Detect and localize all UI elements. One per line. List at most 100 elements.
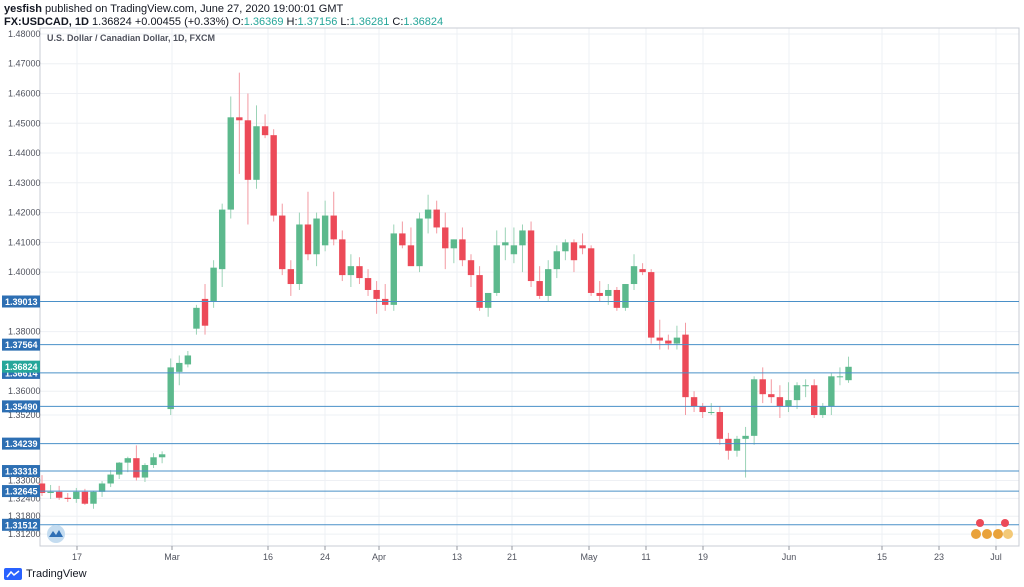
candle: [587, 245, 595, 296]
candle-body: [193, 307, 200, 329]
candle-body: [150, 457, 157, 466]
candle-body: [647, 272, 655, 338]
candle-body: [364, 278, 372, 290]
candle: [167, 358, 174, 416]
candle: [133, 445, 140, 481]
candle-body: [493, 245, 500, 293]
event-badges-icon[interactable]: [971, 519, 1013, 539]
candle-body: [708, 412, 715, 414]
candle-body: [622, 284, 629, 308]
ohlc-line: FX:USDCAD, 1D 1.36824 +0.00455 (+0.33%) …: [4, 16, 443, 28]
level-tag-label: 1.35490: [5, 402, 38, 412]
last-value: 1.36824: [92, 16, 132, 28]
y-tick-label: 1.31800: [8, 511, 41, 521]
candle-body: [467, 260, 475, 276]
y-tick-label: 1.48000: [8, 29, 41, 39]
candle: [493, 230, 500, 296]
candle: [716, 406, 724, 445]
candle-body: [759, 379, 766, 395]
candle: [725, 432, 732, 460]
candle: [596, 281, 603, 302]
candle: [244, 93, 252, 225]
candle-body: [356, 266, 363, 279]
candle-body: [330, 215, 337, 240]
candle-body: [167, 367, 174, 410]
candle: [55, 485, 63, 500]
candle-body: [750, 379, 758, 436]
candle: [107, 470, 114, 488]
y-tick-label: 1.38000: [8, 327, 41, 337]
candle-body: [55, 491, 63, 498]
candle: [236, 72, 243, 174]
candle: [141, 463, 149, 482]
open-label: O:: [232, 16, 244, 28]
candle-body: [158, 454, 166, 458]
candle-body: [502, 242, 509, 246]
candle: [802, 379, 809, 398]
candle: [665, 334, 672, 350]
candle: [399, 221, 406, 249]
close-value: 1.36824: [403, 16, 444, 28]
candle: [253, 105, 260, 189]
author-name[interactable]: yesfish: [4, 3, 42, 15]
candle: [442, 212, 449, 270]
level-tag-bg: [2, 518, 40, 531]
candle: [279, 203, 286, 276]
candle: [484, 292, 492, 317]
x-axis: 17 Mar 16 24 Apr 13 21 May 11 19 Jun 15 23 Jul: [72, 546, 1002, 562]
candle-body: [682, 334, 689, 398]
y-tick-label: 1.33000: [8, 476, 41, 486]
candle: [630, 254, 638, 290]
x-tick-label: 15: [877, 552, 887, 562]
candle-body: [253, 126, 260, 180]
candle-body: [442, 227, 449, 249]
candle-body: [424, 209, 432, 219]
candle: [150, 453, 157, 469]
level-tag-label: 1.37564: [5, 340, 38, 350]
high-label: H:: [286, 16, 298, 28]
candle: [545, 260, 552, 302]
candle: [339, 230, 346, 282]
candle: [296, 212, 303, 290]
candle: [647, 269, 655, 344]
candle-body: [321, 215, 329, 246]
candle-body: [802, 385, 809, 387]
footer-brand[interactable]: TradingView: [26, 568, 87, 580]
candle: [819, 403, 826, 418]
candle-body: [665, 340, 672, 344]
candle: [390, 224, 397, 311]
candle: [579, 233, 586, 255]
open-value: 1.36369: [243, 16, 284, 28]
y-tick-label: 1.31200: [8, 529, 41, 539]
candle-body: [690, 397, 698, 407]
x-tick-label: 16: [263, 552, 273, 562]
candle: [682, 322, 689, 416]
candle-body: [639, 269, 646, 273]
candle-body: [845, 366, 852, 381]
candle: [562, 239, 569, 261]
y-tick-label: 1.40000: [8, 267, 41, 277]
candle: [321, 200, 329, 252]
candle-body: [107, 474, 114, 484]
candle-body: [570, 242, 578, 261]
candle: [828, 373, 835, 416]
candle-body: [116, 462, 123, 475]
candlestick-chart[interactable]: U.S. Dollar / Canadian Dollar, 1D, FXCM …: [0, 0, 1024, 568]
candle: [613, 287, 621, 311]
candle-body: [416, 218, 423, 267]
level-tag-bg: [2, 338, 40, 351]
candle: [639, 263, 646, 276]
candle: [536, 266, 543, 299]
candle: [733, 435, 741, 457]
candle-body: [339, 239, 346, 276]
candle-body: [793, 385, 801, 401]
candle: [270, 129, 277, 222]
horizontal-levels[interactable]: [40, 300, 1019, 526]
candle: [38, 475, 46, 496]
candle: [424, 194, 432, 234]
candle-body: [296, 224, 303, 285]
candle-body: [545, 269, 552, 296]
candle: [184, 351, 192, 368]
candle-body: [450, 239, 458, 249]
low-label: L:: [340, 16, 350, 28]
